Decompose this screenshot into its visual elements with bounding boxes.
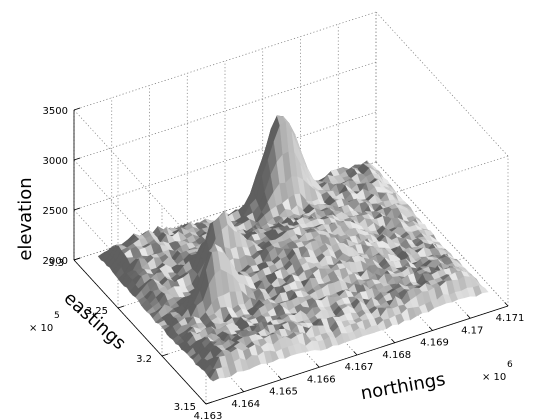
z-tick-mark	[73, 207, 81, 211]
x-axis-multiplier: × 10	[482, 372, 506, 383]
y-tick-mark	[161, 353, 169, 357]
x-tick-mark	[240, 387, 245, 393]
z-tick-mark	[73, 157, 81, 161]
x-tick-label: 4.167	[345, 362, 374, 373]
x-axis-label: northings	[359, 369, 447, 405]
y-axis-exponent: 5	[54, 311, 60, 321]
y-axis-line	[73, 259, 207, 405]
y-axis-multiplier: × 10	[29, 323, 53, 334]
z-tick-label: 3500	[43, 106, 68, 117]
x-tick-mark	[202, 400, 207, 405]
z-tick-label: 2000	[43, 256, 68, 267]
y-tick-label: 3.25	[86, 306, 108, 317]
y-axis-label: eastings	[60, 288, 130, 354]
x-tick-label: 4.168	[382, 350, 411, 361]
x-tick-label: 4.171	[496, 313, 525, 324]
y-tick-label: 3.2	[136, 354, 152, 365]
x-tick-mark	[504, 302, 509, 307]
elevation-surface	[97, 114, 489, 382]
x-tick-mark	[428, 326, 433, 331]
grid-line	[375, 11, 509, 157]
x-tick-mark	[277, 375, 282, 380]
z-axis-label: elevation	[15, 177, 36, 260]
x-tick-label: 4.17	[461, 325, 483, 336]
z-tick-mark	[73, 257, 81, 261]
surface-facet	[478, 284, 489, 294]
y-tick-mark	[117, 305, 125, 309]
y-tick-label: 3.15	[174, 402, 196, 413]
y-tick-mark	[205, 401, 213, 405]
y-tick-label: 3.3	[48, 258, 64, 269]
x-tick-label: 4.164	[231, 399, 260, 410]
x-tick-mark	[466, 314, 471, 319]
x-tick-mark	[391, 338, 396, 344]
x-tick-label: 4.169	[420, 338, 449, 349]
x-tick-mark	[315, 363, 320, 368]
z-tick-label: 3000	[43, 156, 68, 167]
x-tick-mark	[353, 351, 358, 356]
z-tick-mark	[73, 107, 81, 111]
axis-ticks: 4.163 4.164 4.165 4.166 4.167 4.168 4.169 4.17 4…	[43, 106, 525, 420]
x-axis-exponent: 6	[507, 360, 513, 370]
z-tick-label: 2500	[43, 206, 68, 217]
x-tick-label: 4.163	[194, 411, 223, 420]
x-tick-label: 4.165	[269, 387, 298, 398]
x-tick-label: 4.166	[307, 374, 336, 385]
